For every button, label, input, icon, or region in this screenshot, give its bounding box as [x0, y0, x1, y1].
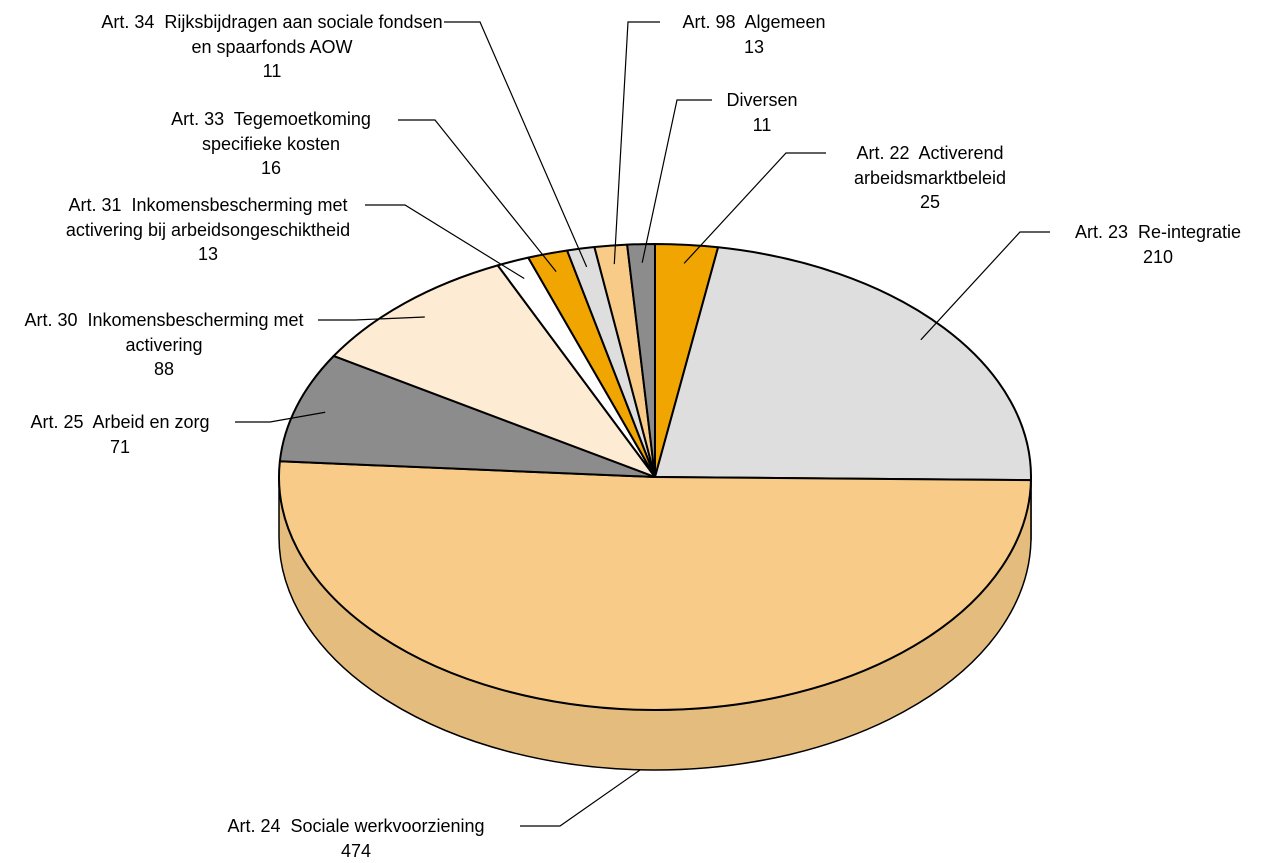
slice-label: Art. 30 Inkomensbescherming met activeri…: [7, 308, 322, 382]
label-value: 16: [141, 156, 401, 181]
label-value: 88: [7, 357, 322, 382]
leader-line: [444, 22, 587, 267]
label-value: 71: [0, 435, 240, 460]
label-name: Art. 24 Sociale werkvoorziening: [186, 814, 526, 839]
label-name: Diversen: [702, 88, 822, 113]
label-value: 11: [702, 113, 822, 138]
label-name: Art. 31 Inkomensbescherming met activeri…: [51, 193, 366, 242]
label-value: 474: [186, 839, 526, 863]
label-name: Art. 22 Activerend arbeidsmarktbeleid: [823, 141, 1038, 190]
label-name: Art. 25 Arbeid en zorg: [0, 410, 240, 435]
label-value: 11: [92, 59, 452, 84]
slice-label: Art. 34 Rijksbijdragen aan sociale fonds…: [92, 10, 452, 84]
leader-line: [921, 232, 1050, 340]
label-value: 13: [654, 35, 854, 60]
label-value: 210: [1050, 245, 1266, 270]
label-name: Art. 30 Inkomensbescherming met activeri…: [7, 308, 322, 357]
slice-label: Art. 33 Tegemoetkoming specifieke kosten…: [141, 107, 401, 181]
label-name: Art. 23 Re-integratie: [1050, 220, 1266, 245]
label-value: 25: [823, 190, 1038, 215]
label-name: Art. 33 Tegemoetkoming specifieke kosten: [141, 107, 401, 156]
label-value: 13: [51, 242, 366, 267]
label-name: Art. 34 Rijksbijdragen aan sociale fonds…: [92, 10, 452, 59]
label-name: Art. 98 Algemeen: [654, 10, 854, 35]
slice-label: Art. 31 Inkomensbescherming met activeri…: [51, 193, 366, 267]
leader-line: [520, 770, 640, 826]
